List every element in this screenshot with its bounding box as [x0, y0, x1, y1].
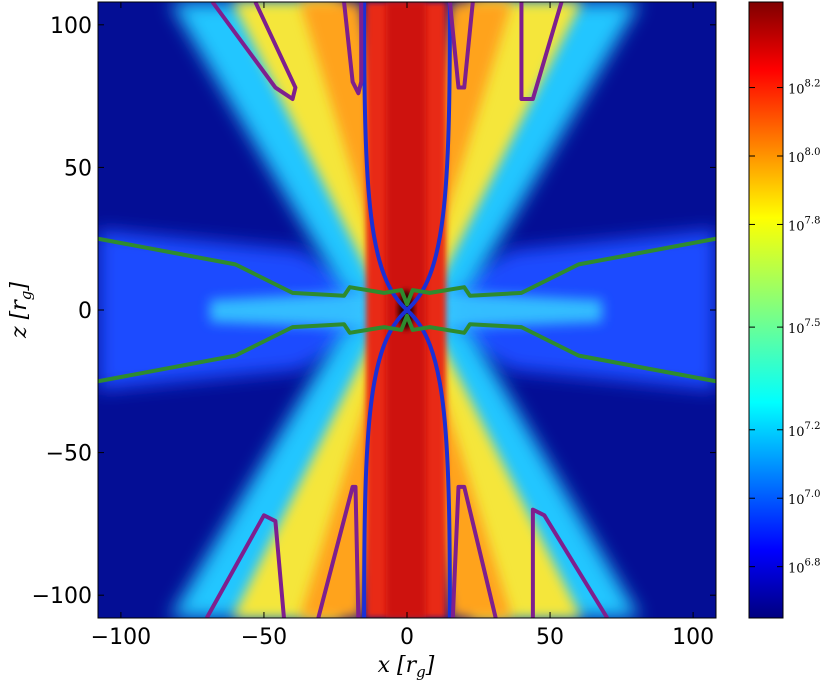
x-axis-label: x [rg] — [378, 653, 435, 681]
y-axis-label: z [rg] — [7, 282, 35, 339]
colorbar-tick-label: 107.5 — [788, 318, 820, 337]
contour-line — [519, 2, 564, 101]
y-tick-label: 50 — [64, 156, 92, 181]
contour-line — [342, 2, 364, 96]
contour-line-mirror — [98, 313, 716, 384]
x-tick-label: 100 — [672, 625, 714, 650]
contour-line — [316, 484, 361, 618]
contour-line — [530, 507, 609, 618]
colorbar — [748, 1, 784, 619]
x-tick-label: 0 — [400, 625, 414, 650]
x-axis: −100 −50 0 50 100 — [91, 2, 714, 650]
colorbar-tick-label: 106.8 — [788, 558, 820, 577]
colorbar-tick-label: 107.2 — [788, 421, 820, 440]
y-tick-label: −50 — [46, 442, 92, 467]
contour-line — [98, 236, 716, 307]
contour-line — [450, 484, 498, 618]
colorbar-tick-label: 107.8 — [788, 215, 820, 234]
colorbar-tick-label: 108.0 — [788, 147, 820, 166]
colorbar-ticks: 106.8 107.0 107.2 107.5 107.8 108.0 108.2 — [749, 79, 820, 577]
x-tick-label: −50 — [241, 625, 287, 650]
y-tick-label: −100 — [32, 584, 92, 609]
contour-lines — [98, 2, 716, 618]
jet-boundary-contour — [403, 2, 452, 618]
contour-line — [204, 513, 286, 618]
contour-line — [447, 2, 475, 90]
x-tick-label: −100 — [91, 625, 151, 650]
y-tick-label: 100 — [50, 14, 92, 39]
y-tick-label: 0 — [78, 299, 92, 324]
x-tick-label: 50 — [536, 625, 564, 650]
colorbar-tick-label: 108.2 — [788, 79, 820, 98]
y-axis: −100 −50 0 50 100 — [32, 14, 716, 609]
contour-line — [210, 2, 298, 101]
colorbar-tick-label: 107.0 — [788, 489, 820, 508]
